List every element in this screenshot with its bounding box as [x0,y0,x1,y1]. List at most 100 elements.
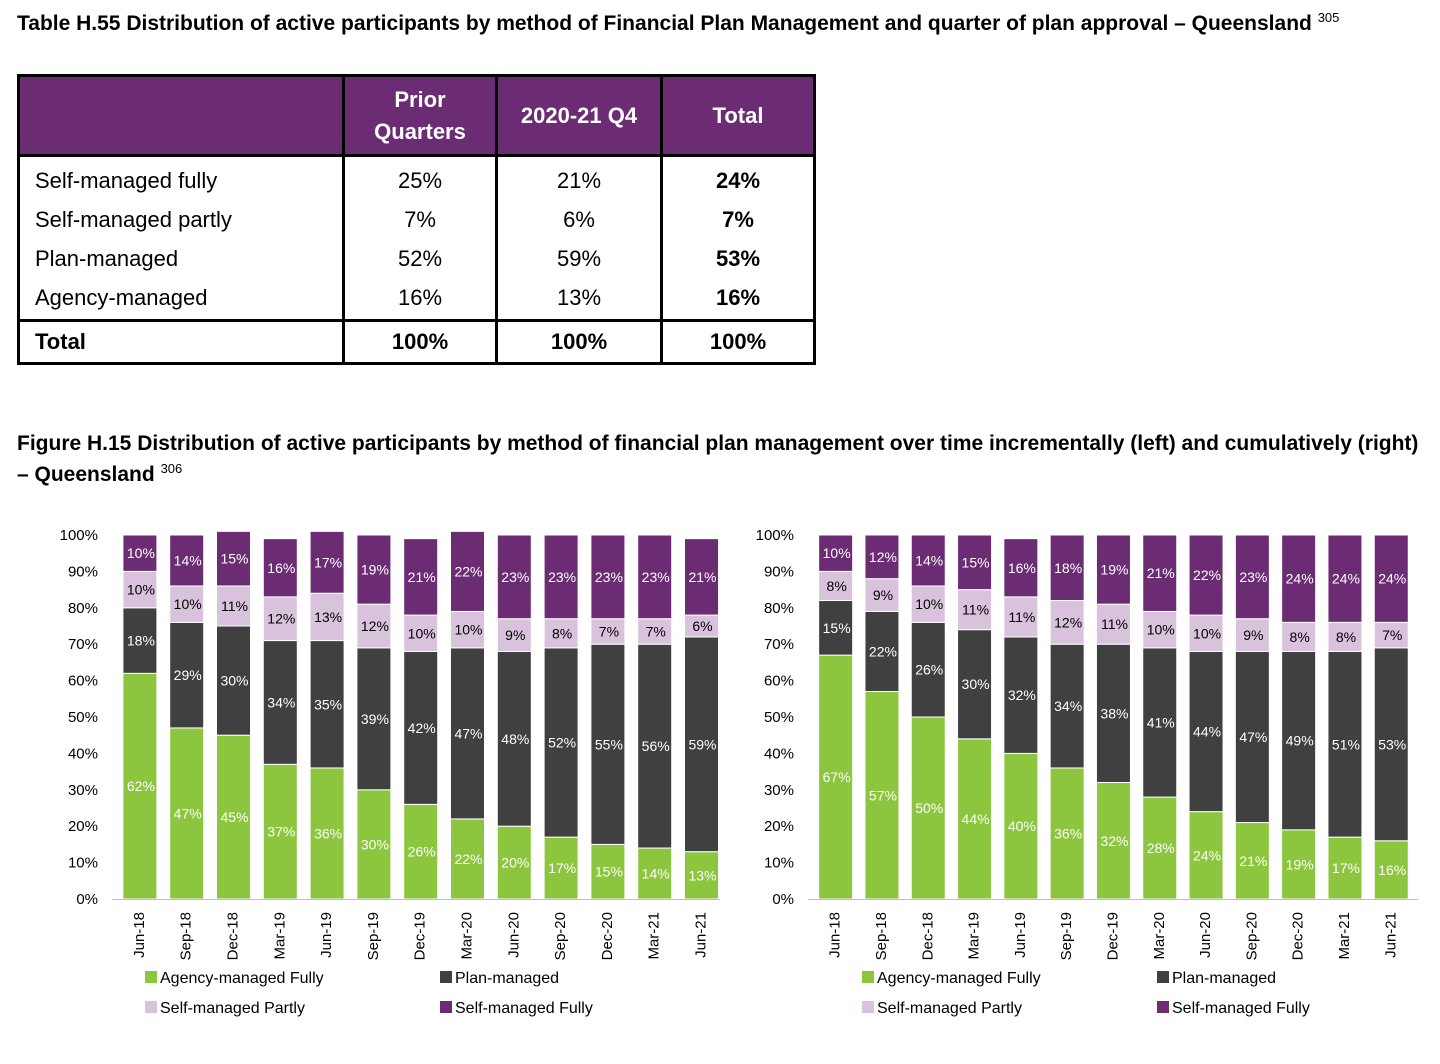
data-label: 11% [1008,609,1035,625]
bar-segment [957,629,993,740]
data-label: 21% [408,569,436,585]
legend-label: Self-managed Fully [1172,1000,1310,1017]
legend-label: Self-managed Partly [160,1000,305,1017]
bar-segment [1049,534,1085,602]
data-label: 15% [962,554,990,570]
legend-label: Plan-managed [455,970,559,987]
x-tick-label: Sep-18 [873,912,890,960]
bar-segment [864,691,900,900]
data-label: 51% [1332,736,1360,752]
bar-segment [637,618,673,645]
bar-segment [1188,650,1224,813]
bar-segment [957,589,993,631]
table-total-row: Total 100% 100% 100% [17,319,816,365]
bar-segment [1095,534,1131,605]
data-label: 32% [1008,687,1036,703]
table-title-text: Table H.55 Distribution of active partic… [17,12,1312,35]
bar-segment [216,625,251,736]
data-label: 13% [314,609,342,625]
bar-segment [496,650,532,827]
bar-segment [403,614,439,652]
data-label: 23% [595,569,623,585]
data-label: 24% [1378,571,1406,587]
data-label: 21% [1239,853,1267,869]
header-total: Total [660,74,816,157]
bar-segment [1142,647,1178,798]
bar-segment [496,534,532,620]
bar-segment [122,607,158,674]
data-label: 6% [692,618,712,634]
data-label: 36% [1054,825,1082,841]
bar-segment [543,647,579,838]
bar-segment [590,534,626,620]
x-tick-label: Jun-19 [1012,912,1029,958]
data-label: 44% [1193,724,1221,740]
y-tick-label: 10% [764,855,794,872]
y-tick-label: 10% [68,855,98,872]
x-tick-label: Mar-19 [966,912,983,960]
bar-segment [1234,822,1270,900]
data-label: 19% [1286,856,1314,872]
bar-segment [356,603,392,649]
bar-segment [1281,650,1317,831]
data-label: 12% [869,549,897,565]
bar-segment [1281,621,1317,652]
bar-segment [1095,643,1131,784]
x-tick-label: Dec-18 [919,912,936,960]
bar-segment [637,534,673,620]
legend-swatch [1157,971,1169,983]
data-label: 17% [548,860,576,876]
bar-segment [1234,534,1270,620]
data-label: 23% [548,569,576,585]
total-label: Total [17,319,345,365]
bar-segment [403,650,439,805]
data-label: 23% [642,569,670,585]
data-label: 12% [361,618,389,634]
bar-segment [216,530,251,587]
data-label: 18% [1054,560,1082,576]
data-label: 7% [1382,627,1402,643]
data-label: 29% [174,667,202,683]
bar-segment [1003,636,1039,754]
table-row: Self-managed fully 25% 21% 24% [17,155,816,200]
data-label: 34% [267,694,295,710]
legend-label: Plan-managed [1172,970,1276,987]
legend-swatch [1157,1001,1169,1013]
x-tick-label: Dec-19 [1104,912,1121,960]
data-label: 67% [823,769,851,785]
data-label: 30% [962,676,990,692]
row-label: Agency-managed [17,278,345,321]
bar-segment [169,621,205,729]
x-tick-label: Sep-18 [178,912,195,960]
y-tick-label: 90% [68,563,98,580]
bar-segment [122,672,158,900]
bar-segment [818,534,854,572]
bar-segment [910,534,946,587]
bar-segment [309,640,345,769]
data-label: 41% [1147,714,1175,730]
bar-segment [1327,650,1363,838]
cell-q4: 6% [495,200,663,239]
data-label: 22% [869,643,897,659]
total-q4: 100% [495,319,663,365]
cell-prior: 7% [342,200,498,239]
data-label: 59% [688,736,716,752]
bar-segment [1327,621,1363,652]
data-label: 17% [314,554,342,570]
bar-segment [262,596,298,642]
cell-total: 53% [660,239,816,278]
bar-segment [1188,534,1224,616]
header-q4: 2020-21 Q4 [495,74,663,157]
bar-segment [864,578,900,612]
data-label: 36% [314,825,342,841]
data-label: 11% [221,598,248,614]
data-label: 11% [1101,616,1128,632]
y-tick-label: 80% [68,600,98,617]
bar-segment [169,534,205,587]
data-label: 39% [361,711,389,727]
y-tick-label: 50% [68,709,98,726]
total-prior: 100% [342,319,498,365]
bar-segment [818,570,854,602]
figure-title: Figure H.15 Distribution of active parti… [17,428,1427,490]
data-label: 49% [1286,733,1314,749]
